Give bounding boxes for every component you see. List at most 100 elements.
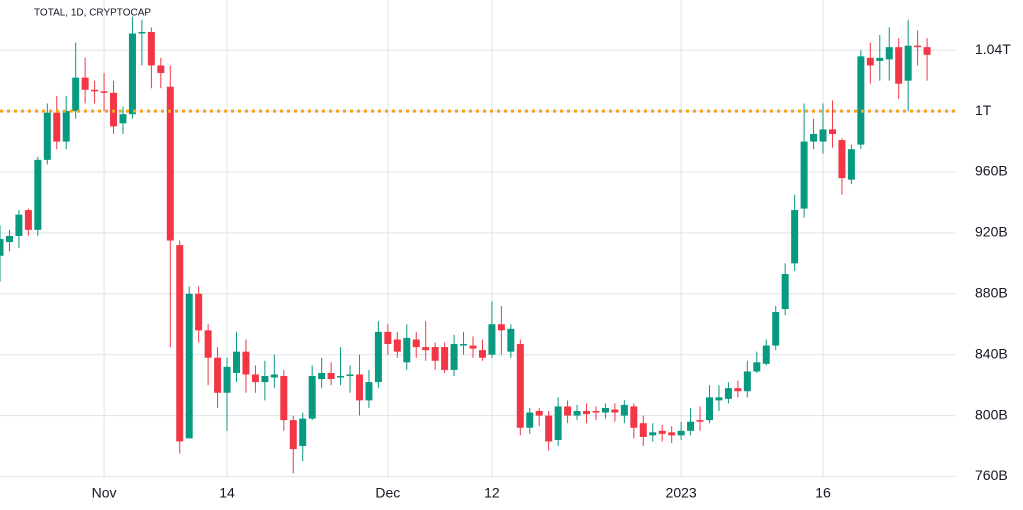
candle-body	[15, 214, 23, 236]
candle-body	[564, 406, 572, 416]
candle-body	[403, 337, 411, 363]
y-tick-label: 960B	[975, 163, 1008, 179]
candle-body	[734, 388, 742, 392]
candle-body	[573, 411, 581, 416]
candle-body	[478, 350, 486, 358]
candle-body	[914, 45, 922, 48]
candle-body	[724, 388, 732, 399]
candle-body	[110, 92, 118, 127]
candle-body	[43, 112, 51, 160]
candle-body	[620, 404, 628, 416]
candle-body	[147, 31, 155, 66]
candle-body	[393, 339, 401, 352]
candle-body	[251, 374, 259, 383]
candle-body	[422, 347, 430, 351]
candle-body	[743, 371, 751, 392]
candle-body	[592, 411, 600, 413]
candle-body	[828, 129, 836, 134]
candle-body	[507, 328, 515, 352]
x-tick-label: 2023	[666, 485, 697, 501]
candle-body	[885, 47, 893, 60]
y-tick-label: 800B	[975, 406, 1008, 422]
candle-body	[185, 293, 193, 439]
candle-body	[895, 47, 903, 84]
candle-body	[488, 324, 496, 355]
candle-body	[100, 91, 108, 93]
candle-body	[223, 366, 231, 393]
candle-body	[261, 376, 269, 383]
candle-body	[5, 235, 13, 243]
candle-body	[233, 351, 240, 373]
candle-body	[460, 344, 468, 346]
candle-body	[923, 47, 931, 55]
y-tick-label: 1T	[975, 102, 992, 118]
candle-body	[639, 423, 647, 437]
y-tick-label: 920B	[975, 224, 1008, 240]
candle-body	[658, 430, 666, 434]
candle-body	[687, 421, 695, 431]
candle-body	[866, 57, 874, 66]
candle-body	[24, 210, 32, 230]
candle-body	[34, 159, 42, 230]
candle-body	[308, 376, 316, 419]
candle-body	[791, 210, 799, 264]
plot	[0, 16, 955, 474]
x-tick-label: 14	[219, 485, 235, 501]
candle-body	[0, 239, 4, 256]
candle-body	[781, 274, 789, 310]
candle-body	[72, 77, 80, 112]
candle-body	[857, 56, 865, 145]
candle-body	[157, 65, 165, 74]
candle-body	[299, 418, 307, 447]
candle-body	[762, 345, 770, 364]
candle-body	[583, 411, 591, 415]
y-tick-label: 760B	[975, 467, 1008, 483]
candle-body	[195, 293, 203, 331]
y-tick-label: 840B	[975, 345, 1008, 361]
candle-body	[412, 339, 420, 348]
candle-body	[138, 31, 146, 34]
candle-body	[526, 412, 534, 428]
candle-body	[450, 344, 458, 370]
candle-body	[81, 77, 89, 90]
x-tick-label: 16	[815, 485, 831, 501]
candle-body	[270, 374, 278, 378]
candle-body	[441, 347, 449, 370]
candle-body	[242, 351, 250, 375]
candle-body	[677, 430, 685, 436]
candle-body	[819, 129, 827, 142]
candle-body	[800, 141, 808, 209]
candle-body	[204, 330, 212, 358]
candle-body	[706, 397, 713, 421]
candle-body	[327, 372, 335, 380]
candle-body	[374, 331, 382, 383]
candle-body	[715, 397, 723, 401]
candle-body	[289, 420, 297, 450]
candle-body	[128, 33, 136, 115]
candle-body	[346, 374, 354, 377]
candle-body	[772, 312, 780, 346]
candle-body	[318, 372, 326, 380]
candle-body	[838, 140, 846, 179]
candle-body	[53, 112, 61, 142]
candle-body	[876, 57, 884, 61]
grid	[0, 0, 955, 478]
candle-body	[611, 409, 619, 413]
candle-body	[630, 406, 638, 428]
y-tick-label: 880B	[975, 285, 1008, 301]
candle-body	[545, 415, 553, 442]
candle-body	[904, 45, 912, 81]
x-tick-label: 12	[484, 485, 500, 501]
candle-body	[668, 432, 676, 436]
candle-body	[469, 345, 477, 349]
candle-body	[696, 420, 704, 422]
candle-body	[516, 344, 524, 428]
candle-body	[365, 382, 373, 401]
candle-body	[497, 324, 505, 331]
candle-body	[337, 376, 345, 378]
candle-body	[119, 114, 127, 124]
candle-body	[535, 411, 543, 416]
candle-body	[91, 89, 99, 92]
candle-body	[847, 149, 855, 180]
candle-body	[810, 133, 818, 142]
